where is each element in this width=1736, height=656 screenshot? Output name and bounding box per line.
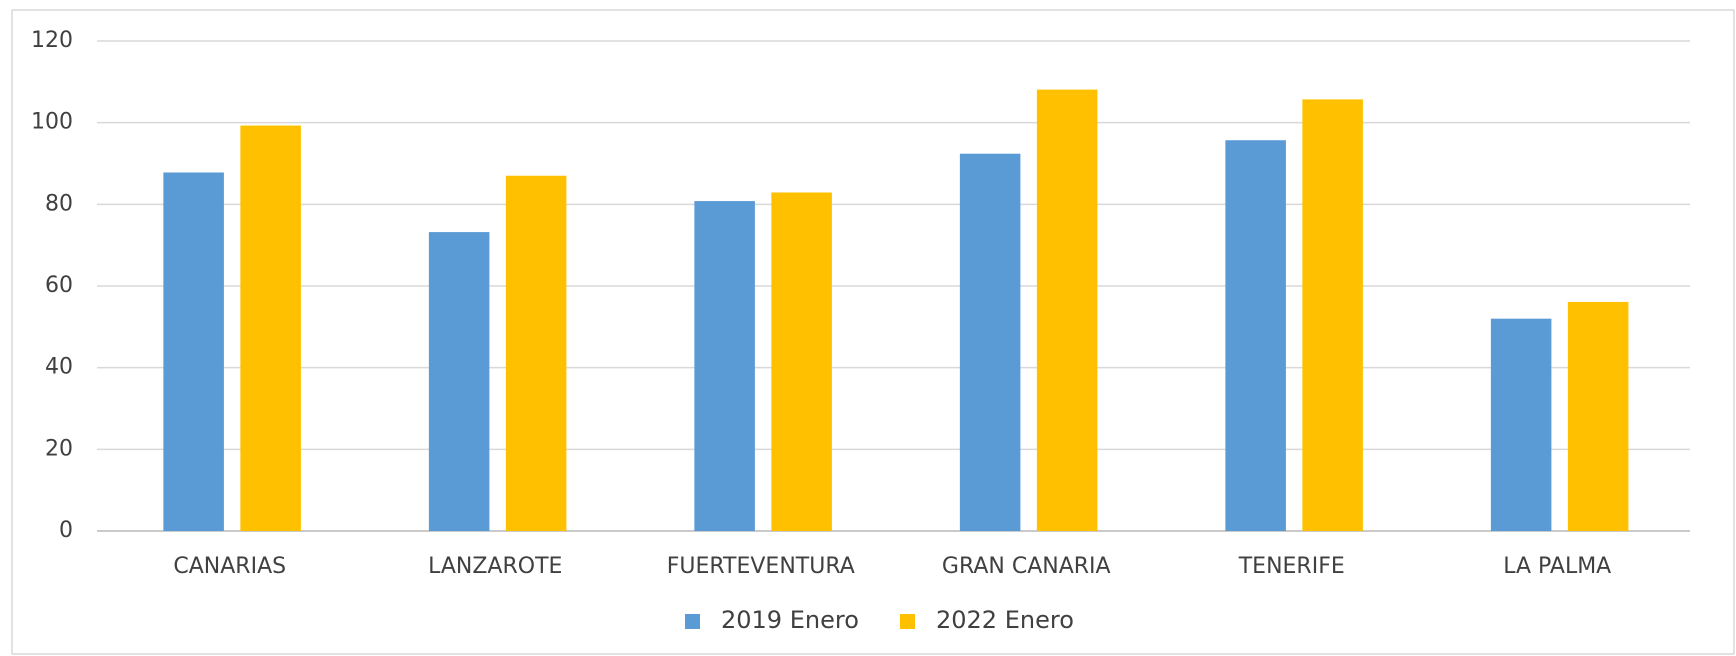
bar xyxy=(1490,318,1552,531)
y-tick-label: 80 xyxy=(45,191,73,216)
y-tick-label: 0 xyxy=(59,518,73,543)
bar xyxy=(694,201,755,532)
bar xyxy=(505,175,567,531)
y-tick-label: 120 xyxy=(31,28,73,53)
bar xyxy=(1036,89,1098,531)
x-tick-label: TENERIFE xyxy=(1238,554,1345,579)
x-tick-label: GRAN CANARIA xyxy=(942,554,1111,579)
x-tick-label: LA PALMA xyxy=(1503,554,1611,579)
bar xyxy=(1302,99,1363,532)
bar xyxy=(428,232,490,531)
bar xyxy=(1225,140,1286,531)
x-tick-label: CANARIAS xyxy=(173,554,286,579)
bar xyxy=(163,172,224,531)
bar xyxy=(1567,301,1629,531)
bar xyxy=(240,125,301,532)
legend-swatch xyxy=(900,614,915,629)
bar xyxy=(771,192,832,531)
x-tick-label: LANZAROTE xyxy=(428,554,562,579)
legend-label: 2019 Enero xyxy=(721,606,859,634)
legend-label: 2022 Enero xyxy=(936,606,1074,634)
y-tick-label: 60 xyxy=(45,273,73,298)
y-tick-label: 20 xyxy=(45,436,73,461)
y-tick-label: 40 xyxy=(45,355,73,380)
y-tick-label: 100 xyxy=(31,110,73,135)
legend-swatch xyxy=(685,614,700,629)
x-tick-label: FUERTEVENTURA xyxy=(667,554,855,579)
bar xyxy=(959,153,1021,531)
